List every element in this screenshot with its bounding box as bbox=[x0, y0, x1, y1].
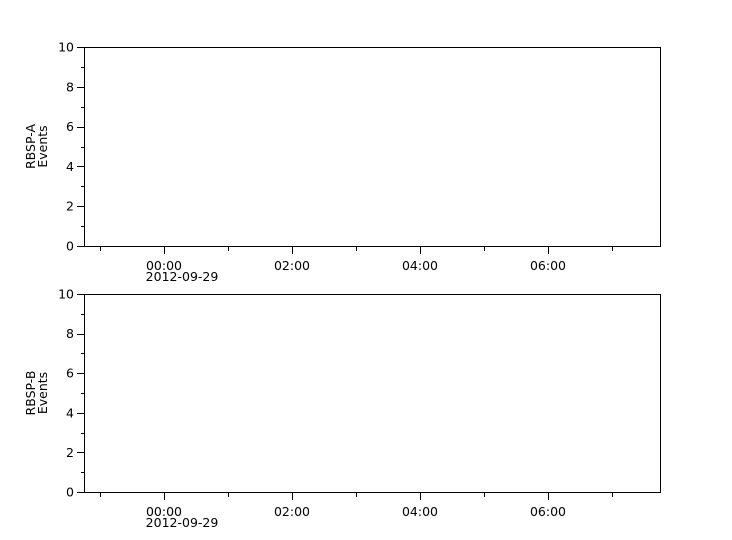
x-tick-label: 00:00 bbox=[146, 504, 182, 519]
x-date-label: 2012-09-29 bbox=[146, 515, 219, 530]
y-tick-label: 4 bbox=[66, 405, 74, 420]
y-tick-label: 6 bbox=[66, 366, 74, 381]
x-tick-label: 02:00 bbox=[274, 504, 310, 519]
y-axis-label: RBSP-A bbox=[23, 124, 38, 169]
x-tick-label: 04:00 bbox=[402, 504, 438, 519]
x-date-label: 2012-09-29 bbox=[146, 269, 219, 284]
x-tick-label: 06:00 bbox=[530, 258, 566, 273]
panel-rbsp-b: 0 2 4 6 8 10 00:00 02:00 04:00 06:00 2012-09-29 RBS… bbox=[23, 287, 661, 530]
y-tick-label: 0 bbox=[66, 485, 74, 500]
y-tick-label: 8 bbox=[66, 79, 74, 94]
y-axis-label: RBSP-B bbox=[23, 371, 38, 416]
y-tick-label: 8 bbox=[66, 326, 74, 341]
y-axis-label: Events bbox=[35, 372, 50, 414]
panel-rbsp-a: 0 2 4 6 8 10 00:00 02:00 04:00 06:00 2012-09-29 RBS… bbox=[23, 40, 661, 284]
y-tick-label: 10 bbox=[58, 40, 74, 55]
x-tick-label: 00:00 bbox=[146, 258, 182, 273]
y-tick-label: 6 bbox=[66, 119, 74, 134]
plot-frame bbox=[84, 294, 661, 493]
y-tick-label: 2 bbox=[66, 445, 74, 460]
x-tick-label: 02:00 bbox=[274, 258, 310, 273]
y-tick-label: 4 bbox=[66, 159, 74, 174]
y-tick-label: 2 bbox=[66, 199, 74, 214]
y-tick-label: 10 bbox=[58, 287, 74, 302]
x-tick-label: 04:00 bbox=[402, 258, 438, 273]
plot-frame bbox=[84, 47, 661, 247]
y-tick-label: 0 bbox=[66, 239, 74, 254]
y-axis-label: Events bbox=[35, 125, 50, 167]
x-tick-label: 06:00 bbox=[530, 504, 566, 519]
